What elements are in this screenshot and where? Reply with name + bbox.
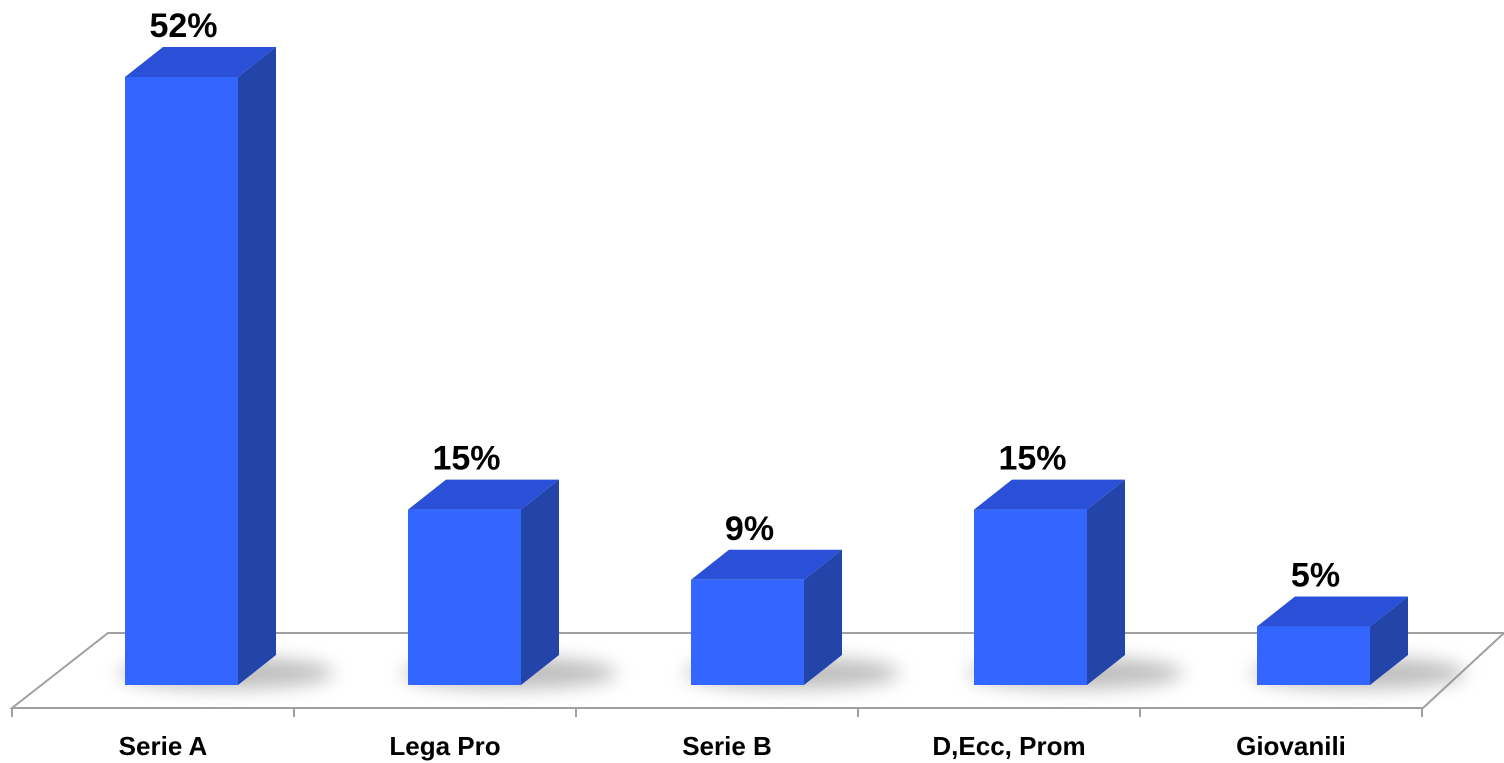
bar-front — [408, 509, 521, 685]
bar-side — [1087, 479, 1125, 685]
bar — [1257, 596, 1408, 685]
bar — [125, 47, 276, 685]
bar — [691, 549, 842, 685]
value-labels: 52% 15% 9% 15% 5% — [149, 7, 1340, 595]
bar-side — [521, 479, 559, 685]
bars — [125, 47, 1408, 685]
category-label: Lega Pro — [389, 731, 500, 761]
bar-value-label: 15% — [998, 440, 1066, 478]
bar-value-label: 9% — [725, 510, 774, 548]
bar-top — [974, 479, 1125, 510]
bar-top — [125, 47, 276, 77]
bar-front — [691, 579, 804, 685]
bar-front — [974, 509, 1087, 685]
bar-front — [1257, 626, 1370, 685]
bar — [408, 479, 559, 685]
bar-value-label: 52% — [149, 7, 217, 45]
category-label: Serie A — [119, 731, 208, 761]
bar-front — [125, 77, 238, 685]
bar — [974, 479, 1125, 685]
bar-side — [238, 47, 276, 685]
x-axis — [11, 707, 1423, 717]
category-label: Serie B — [682, 731, 772, 761]
bar-top — [408, 479, 559, 510]
category-label: D,Ecc, Prom — [932, 731, 1085, 761]
category-labels: Serie A Lega Pro Serie B D,Ecc, Prom Giovani… — [119, 731, 1346, 761]
bar-side — [1370, 596, 1408, 685]
category-label: Giovanili — [1236, 731, 1346, 761]
bar-top — [1257, 596, 1408, 627]
bar-value-label: 15% — [432, 440, 500, 478]
bar-top — [691, 549, 842, 580]
bar-value-label: 5% — [1291, 557, 1340, 595]
bar-side — [804, 549, 842, 685]
